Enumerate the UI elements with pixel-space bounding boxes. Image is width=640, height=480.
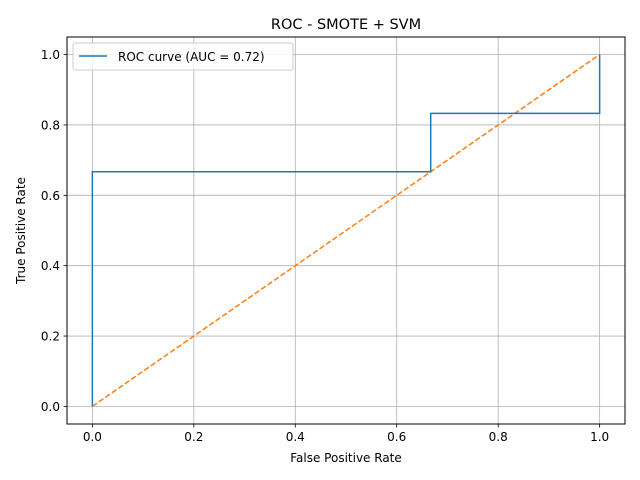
x-tick-label: 0.2	[184, 430, 203, 444]
x-tick-label: 0.4	[286, 430, 305, 444]
y-tick-label: 0.6	[41, 189, 60, 203]
legend-frame	[72, 42, 294, 71]
x-tick-label: 0.0	[83, 430, 102, 444]
x-tick-label: 0.6	[387, 430, 406, 444]
plot-frame	[66, 36, 626, 425]
legend: ROC curve (AUC = 0.72)	[72, 42, 294, 71]
y-tick-label: 0.4	[41, 259, 60, 273]
chart-title: ROC - SMOTE + SVM	[271, 17, 421, 33]
series-layer	[91, 53, 601, 408]
x-tick-label: 1.0	[590, 430, 609, 444]
y-tick-label: 0.0	[41, 400, 60, 414]
legend-label-roc-curve: ROC curve (AUC = 0.72)	[118, 50, 265, 64]
y-tick-label: 0.8	[41, 118, 60, 132]
axis-ticks: 0.0 0.2 0.4 0.6 0.8 1.0 0.0 0.2 0.4 0.6 0.8 1.0	[41, 48, 609, 444]
x-tick-label: 0.8	[489, 430, 508, 444]
roc-curve-line	[91, 54, 601, 407]
y-axis-title: True Positive Rate	[14, 177, 28, 285]
y-tick-label: 0.2	[41, 330, 60, 344]
x-axis-title: False Positive Rate	[290, 451, 402, 465]
y-tick-label: 1.0	[41, 48, 60, 62]
